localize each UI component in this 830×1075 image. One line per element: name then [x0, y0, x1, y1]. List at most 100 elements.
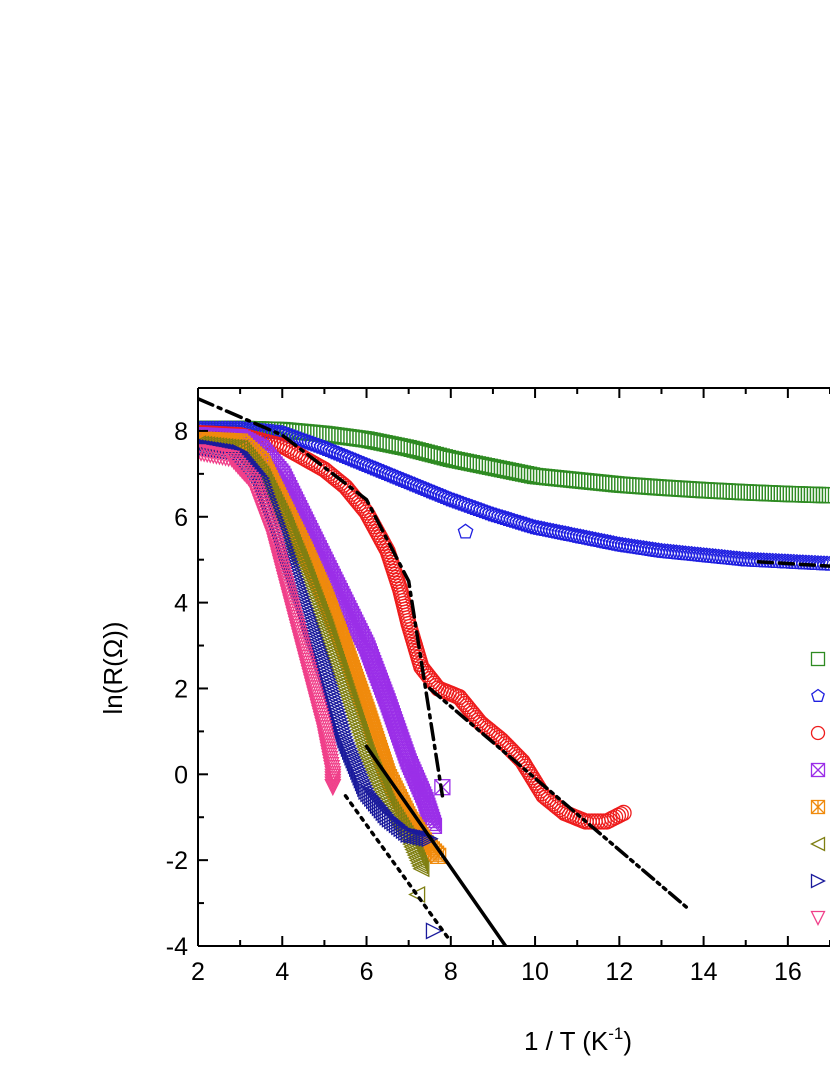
series-6-point: [408, 885, 426, 904]
x-tick-label: 12: [605, 958, 633, 986]
series-8-point: [323, 763, 341, 781]
series-1-point: [695, 482, 712, 499]
x-tick-label: 10: [521, 958, 549, 986]
series-1-point: [632, 477, 649, 495]
series-8-point: [304, 680, 322, 698]
series-7-point: [415, 828, 433, 847]
series-1-point: [740, 484, 757, 501]
series-1-point: [602, 475, 619, 492]
series-8: [198, 444, 342, 797]
legend-marker-3: [810, 725, 826, 741]
legend-marker-7: [810, 873, 826, 889]
series-1-point: [626, 477, 643, 494]
series-1-point: [662, 479, 679, 497]
series-layer: [198, 420, 830, 940]
series-1-point: [596, 474, 613, 492]
series-1-point: [581, 473, 598, 490]
series-2-point: [470, 500, 486, 516]
series-7-point: [406, 827, 424, 845]
series-1-point: [599, 475, 616, 492]
series-8-point: [290, 628, 309, 646]
x-axis-label-main: 1 / T (K: [524, 1026, 609, 1056]
series-6-point: [408, 851, 427, 870]
series-1-point: [746, 484, 763, 501]
series-1-point: [677, 480, 694, 498]
fit-line-dotted: [343, 794, 453, 944]
series-1-point: [698, 482, 715, 499]
series-7-point: [425, 922, 443, 940]
series-1-point: [644, 478, 661, 496]
series-1-point: [785, 486, 803, 503]
axes: [197, 387, 830, 947]
series-2-point: [463, 498, 480, 514]
series-8-point: [316, 726, 334, 744]
series-2-point: [440, 490, 456, 506]
series-1-point: [584, 473, 601, 490]
series-8-point: [314, 717, 332, 735]
series-8-point: [307, 689, 325, 707]
series-8-point: [320, 747, 338, 765]
legend-marker-1: [810, 651, 826, 667]
series-8-point: [290, 625, 308, 643]
series-3-point: [612, 806, 629, 823]
series-8-point: [324, 779, 342, 797]
series-1-point: [743, 484, 760, 501]
series-1-point: [575, 472, 592, 490]
series-2-point: [482, 505, 498, 521]
series-6-point: [411, 857, 429, 875]
series-2-point: [313, 438, 330, 454]
series-8-point: [266, 533, 284, 551]
x-tick-label: 2: [191, 958, 205, 986]
y-tick-label: -4: [166, 933, 188, 961]
series-2-point: [451, 494, 468, 510]
series-1-point: [725, 483, 742, 500]
series-8-point: [322, 756, 340, 775]
x-tick-label: 14: [690, 958, 718, 986]
series-1-point: [776, 485, 794, 503]
series-7-point: [403, 826, 421, 844]
series-8-point: [317, 732, 335, 750]
series-1-point: [716, 483, 733, 500]
series-8-point: [298, 655, 316, 673]
series-8-point: [269, 545, 287, 563]
series-1-point: [328, 427, 345, 444]
series-2-point: [457, 496, 474, 512]
series-1-point: [650, 479, 667, 496]
series-6-point: [410, 854, 428, 872]
series-1-point: [701, 482, 718, 499]
series-2-point: [448, 493, 465, 509]
series-8-point: [277, 576, 295, 594]
legend-marker-2: [811, 688, 825, 702]
series-1-point: [806, 486, 824, 503]
y-tick-label: 2: [174, 675, 188, 703]
series-8-point: [267, 539, 285, 557]
series-1-point: [557, 470, 574, 488]
series-8-point: [320, 744, 338, 762]
series-8-point: [307, 692, 325, 710]
series-1-point: [668, 480, 685, 497]
series-8-point: [268, 542, 286, 560]
series-8-point: [286, 609, 304, 627]
legend-marker-4: [810, 762, 826, 778]
series-8-point: [303, 674, 321, 692]
series-1-point: [710, 482, 727, 500]
series-1-point: [683, 481, 700, 498]
series-1-point: [686, 481, 703, 498]
series-1-point: [334, 428, 351, 445]
series-8-point: [323, 760, 341, 778]
series-8-point: [274, 563, 292, 581]
series-8-point: [283, 600, 301, 618]
series-8-point: [285, 606, 303, 624]
series-1-point: [779, 485, 797, 503]
y-tick-label: 6: [174, 504, 188, 532]
series-1-point: [346, 429, 363, 447]
series-6-point: [412, 860, 430, 878]
series-8-point: [312, 710, 330, 729]
series-8-point: [295, 646, 313, 664]
series-1-point: [620, 477, 637, 494]
series-1-point: [794, 486, 812, 503]
series-1-point: [611, 476, 628, 493]
series-2-point: [304, 435, 321, 451]
series-1-point: [821, 487, 830, 504]
series-1-point: [635, 478, 652, 495]
